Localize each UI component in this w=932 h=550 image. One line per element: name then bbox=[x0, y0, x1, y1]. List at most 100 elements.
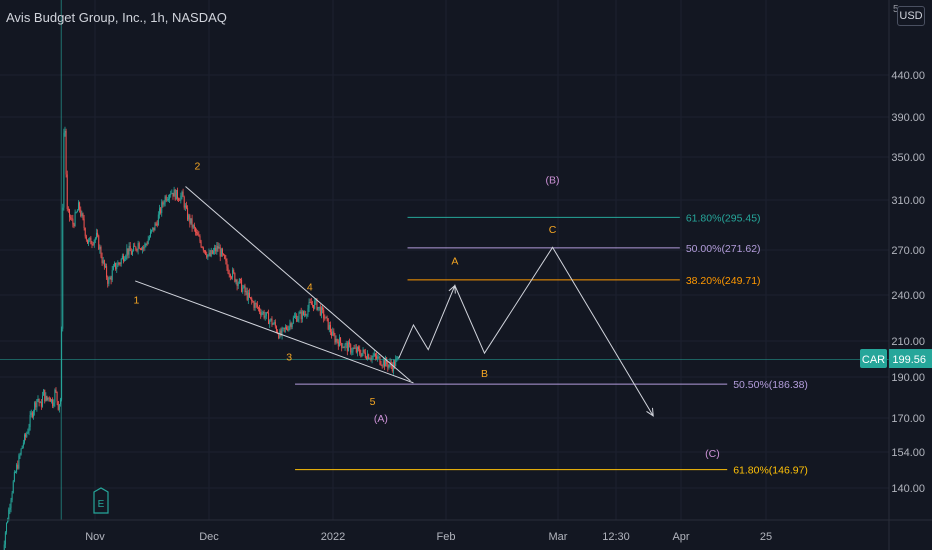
candle-body-79 bbox=[90, 237, 92, 245]
candle-body-232 bbox=[262, 311, 264, 314]
candle-body-261 bbox=[295, 315, 297, 317]
candle-body-171 bbox=[193, 225, 195, 229]
time-scale[interactable]: Nov Dec 2022 Feb Mar 12:30 Apr 25 bbox=[0, 519, 932, 543]
trendline-0 bbox=[185, 186, 411, 382]
candle-body-228 bbox=[257, 307, 259, 309]
candle-body-155 bbox=[175, 189, 177, 200]
candle-body-294 bbox=[332, 331, 334, 336]
candle-body-21 bbox=[25, 434, 27, 437]
candle-body-260 bbox=[293, 316, 295, 318]
candle-body-28 bbox=[32, 411, 34, 417]
candle-body-139 bbox=[157, 214, 159, 226]
x-tick-label-0: Nov bbox=[85, 531, 105, 543]
candle-body-248 bbox=[280, 330, 282, 336]
candle-body-211 bbox=[238, 279, 240, 284]
candle-body-8 bbox=[10, 499, 12, 508]
candle-body-310 bbox=[350, 344, 352, 353]
candle-body-325 bbox=[367, 354, 369, 360]
candle-body-299 bbox=[337, 341, 339, 347]
y-tick-label-3: 310.00 bbox=[891, 195, 925, 207]
candle-body-209 bbox=[236, 279, 238, 286]
candle-body-297 bbox=[335, 338, 337, 343]
candle-body-214 bbox=[242, 287, 244, 292]
candle-body-19 bbox=[22, 442, 24, 446]
candle-body-81 bbox=[92, 244, 94, 246]
candle-body-147 bbox=[166, 199, 168, 201]
candle-body-203 bbox=[229, 274, 231, 278]
candle-body-244 bbox=[275, 326, 277, 332]
candle-body-320 bbox=[361, 353, 363, 357]
candle-body-154 bbox=[174, 189, 176, 200]
candle-body-323 bbox=[364, 352, 366, 358]
candle-body-283 bbox=[319, 306, 321, 316]
candle-body-130 bbox=[147, 239, 149, 244]
candle-body-193 bbox=[218, 247, 220, 249]
candle-body-62 bbox=[71, 218, 73, 220]
price-scale[interactable]: 440.00 390.00 350.00 310.00 270.00 240.00 210.… bbox=[891, 70, 925, 495]
candle-body-278 bbox=[314, 301, 316, 309]
candle-body-163 bbox=[184, 205, 186, 208]
candle-body-196 bbox=[221, 249, 223, 254]
candle-body-116 bbox=[131, 250, 133, 255]
candle-body-326 bbox=[368, 354, 370, 360]
candle-body-134 bbox=[152, 227, 154, 230]
candle-body-330 bbox=[372, 355, 374, 357]
candle-body-192 bbox=[217, 245, 219, 249]
candle-body-253 bbox=[286, 327, 288, 330]
candle-body-168 bbox=[190, 218, 192, 224]
wave-label-3: 4 bbox=[307, 281, 313, 293]
candle-body-282 bbox=[318, 306, 320, 308]
candle-body-129 bbox=[146, 243, 148, 245]
x-tick-label-7: 25 bbox=[760, 531, 772, 543]
candle-body-275 bbox=[310, 301, 312, 305]
candle-body-158 bbox=[179, 199, 181, 201]
candle-body-303 bbox=[342, 347, 344, 349]
candle-body-311 bbox=[351, 351, 353, 353]
candle-body-284 bbox=[320, 307, 322, 316]
candle-body-102 bbox=[116, 266, 118, 270]
current-price-label: 199.56 bbox=[892, 354, 926, 366]
y-tick-label-1: 390.00 bbox=[891, 112, 925, 124]
candle-body-153 bbox=[173, 189, 175, 197]
candle-body-13 bbox=[16, 464, 18, 473]
candle-body-249 bbox=[281, 328, 283, 336]
candle-body-63 bbox=[72, 218, 74, 225]
candle-body-86 bbox=[98, 235, 100, 250]
candle-body-340 bbox=[383, 360, 385, 367]
candle-body-73 bbox=[83, 218, 85, 229]
candle-body-306 bbox=[345, 343, 347, 345]
candle-body-78 bbox=[89, 237, 91, 241]
candle-body-301 bbox=[340, 337, 342, 344]
candle-body-198 bbox=[224, 254, 226, 259]
x-tick-label-6: Apr bbox=[672, 531, 689, 543]
candle-body-88 bbox=[100, 246, 102, 257]
earnings-marker[interactable]: E bbox=[93, 487, 109, 514]
candle-body-183 bbox=[207, 254, 209, 258]
candle-body-224 bbox=[253, 302, 255, 308]
y-tick-label-10: 140.00 bbox=[891, 483, 925, 495]
candle-body-295 bbox=[333, 331, 335, 336]
ticker-badge: CAR bbox=[862, 354, 885, 366]
candle-body-222 bbox=[251, 298, 253, 302]
candle-body-317 bbox=[358, 347, 360, 350]
candle-body-101 bbox=[115, 262, 117, 270]
candle-body-34 bbox=[39, 402, 41, 404]
wave-label-0: 1 bbox=[133, 295, 139, 307]
candle-body-42 bbox=[48, 397, 50, 399]
candle-body-291 bbox=[328, 325, 330, 330]
candle-body-302 bbox=[341, 343, 343, 348]
candle-body-66 bbox=[75, 212, 77, 214]
wave-label-10: (C) bbox=[705, 448, 720, 460]
candle-body-2 bbox=[3, 544, 5, 550]
candle-body-49 bbox=[56, 391, 58, 402]
currency-selector[interactable]: USD bbox=[897, 6, 925, 26]
candle-body-226 bbox=[255, 303, 257, 305]
candle-body-160 bbox=[181, 191, 183, 196]
candle-body-36 bbox=[41, 395, 43, 407]
x-tick-label-3: Feb bbox=[437, 531, 456, 543]
chart-title[interactable]: Avis Budget Group, Inc., 1h, NASDAQ bbox=[6, 10, 227, 25]
candle-body-219 bbox=[247, 292, 249, 300]
candle-body-20 bbox=[23, 434, 25, 443]
